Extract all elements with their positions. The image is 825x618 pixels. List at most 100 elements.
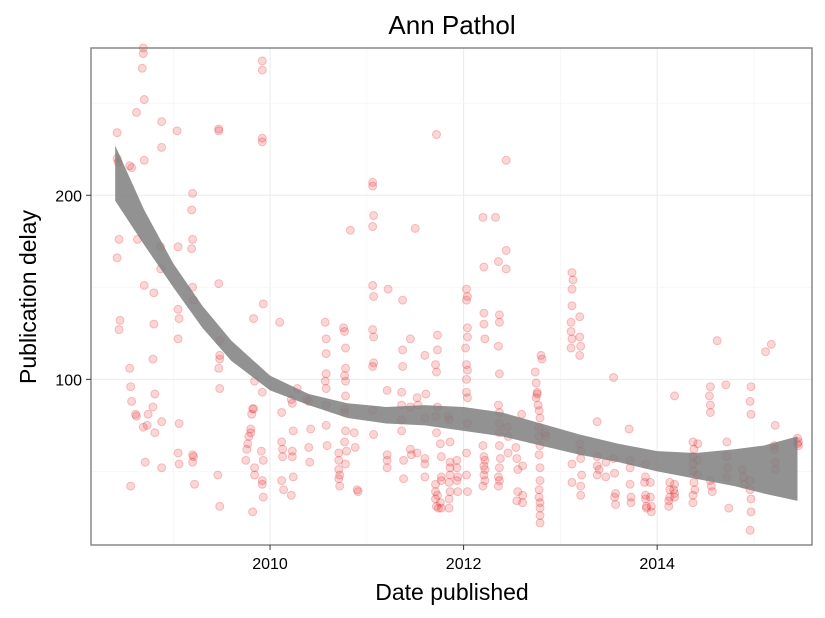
- data-point: [334, 448, 344, 458]
- data-point: [340, 437, 350, 447]
- data-point: [453, 487, 463, 497]
- y-axis-label: Publication delay: [15, 210, 41, 384]
- data-point: [436, 503, 446, 513]
- data-point: [149, 288, 159, 298]
- data-point: [706, 481, 716, 491]
- data-point: [139, 95, 149, 105]
- data-point: [642, 503, 652, 513]
- data-point: [462, 487, 472, 497]
- data-point: [513, 465, 523, 475]
- data-point: [479, 262, 489, 272]
- data-point: [420, 453, 430, 463]
- data-point: [369, 332, 379, 342]
- data-point: [172, 126, 182, 136]
- data-point: [431, 494, 441, 504]
- data-point: [641, 490, 651, 500]
- data-point: [513, 487, 523, 497]
- data-point: [646, 507, 656, 517]
- data-point: [258, 455, 268, 465]
- data-point: [174, 419, 184, 429]
- data-point: [494, 463, 504, 473]
- data-point: [665, 477, 675, 487]
- data-point: [321, 420, 331, 430]
- data-point: [453, 472, 463, 482]
- data-point: [432, 345, 442, 355]
- data-point: [250, 470, 260, 480]
- data-point: [625, 479, 635, 489]
- data-point: [258, 492, 268, 502]
- data-point: [278, 444, 288, 454]
- data-point: [501, 155, 511, 165]
- data-point: [398, 361, 408, 371]
- data-point: [321, 369, 331, 379]
- data-point: [493, 341, 503, 351]
- data-point: [479, 470, 489, 480]
- data-point: [405, 334, 415, 344]
- data-point: [143, 409, 153, 419]
- data-point: [112, 253, 122, 263]
- data-point: [462, 284, 472, 294]
- data-point: [462, 292, 472, 301]
- data-point: [494, 317, 504, 327]
- data-point: [188, 457, 198, 467]
- data-point: [215, 354, 225, 364]
- data-point: [609, 372, 619, 382]
- data-point: [493, 400, 503, 410]
- data-point: [340, 326, 350, 336]
- grid-lines: [91, 48, 812, 545]
- data-point: [665, 492, 675, 502]
- data-point: [452, 455, 462, 465]
- data-point: [412, 393, 422, 403]
- data-point: [431, 501, 441, 511]
- data-point: [277, 407, 287, 417]
- data-point: [215, 501, 225, 511]
- data-point: [745, 396, 755, 406]
- data-point: [140, 457, 150, 467]
- data-point: [157, 417, 167, 427]
- data-point: [435, 498, 445, 508]
- plot-border: [90, 47, 813, 546]
- data-point: [288, 472, 298, 482]
- data-point: [432, 330, 442, 340]
- data-point: [248, 507, 258, 517]
- data-point: [431, 367, 441, 377]
- data-point: [352, 485, 362, 495]
- data-point: [535, 463, 545, 473]
- data-point: [518, 498, 528, 508]
- data-point: [670, 492, 680, 502]
- data-point: [138, 422, 148, 432]
- data-point: [537, 354, 547, 364]
- data-point: [368, 177, 378, 187]
- data-point: [576, 481, 586, 491]
- data-point: [645, 492, 655, 502]
- data-point: [173, 334, 183, 344]
- data-point: [577, 470, 587, 480]
- data-point: [368, 222, 378, 232]
- data-point: [277, 437, 287, 447]
- data-point: [445, 457, 455, 467]
- data-point: [114, 325, 124, 335]
- data-point: [250, 463, 260, 473]
- data-point: [249, 404, 259, 414]
- data-point: [412, 448, 422, 458]
- data-point: [368, 280, 378, 290]
- data-point: [592, 470, 602, 480]
- data-point: [334, 465, 344, 475]
- data-point: [431, 360, 441, 370]
- data-point: [461, 343, 471, 353]
- x-axis: 2010 2012 2014: [252, 545, 675, 573]
- data-point: [535, 511, 545, 521]
- data-point: [431, 428, 441, 438]
- data-point: [257, 479, 267, 489]
- data-point: [304, 442, 314, 452]
- data-point: [398, 295, 408, 305]
- data-point: [495, 453, 505, 463]
- data-point: [339, 323, 349, 333]
- data-point: [610, 492, 620, 502]
- data-point: [594, 465, 604, 475]
- data-point: [770, 420, 780, 430]
- data-point: [114, 234, 124, 244]
- data-point: [646, 501, 656, 511]
- data-point: [512, 453, 522, 463]
